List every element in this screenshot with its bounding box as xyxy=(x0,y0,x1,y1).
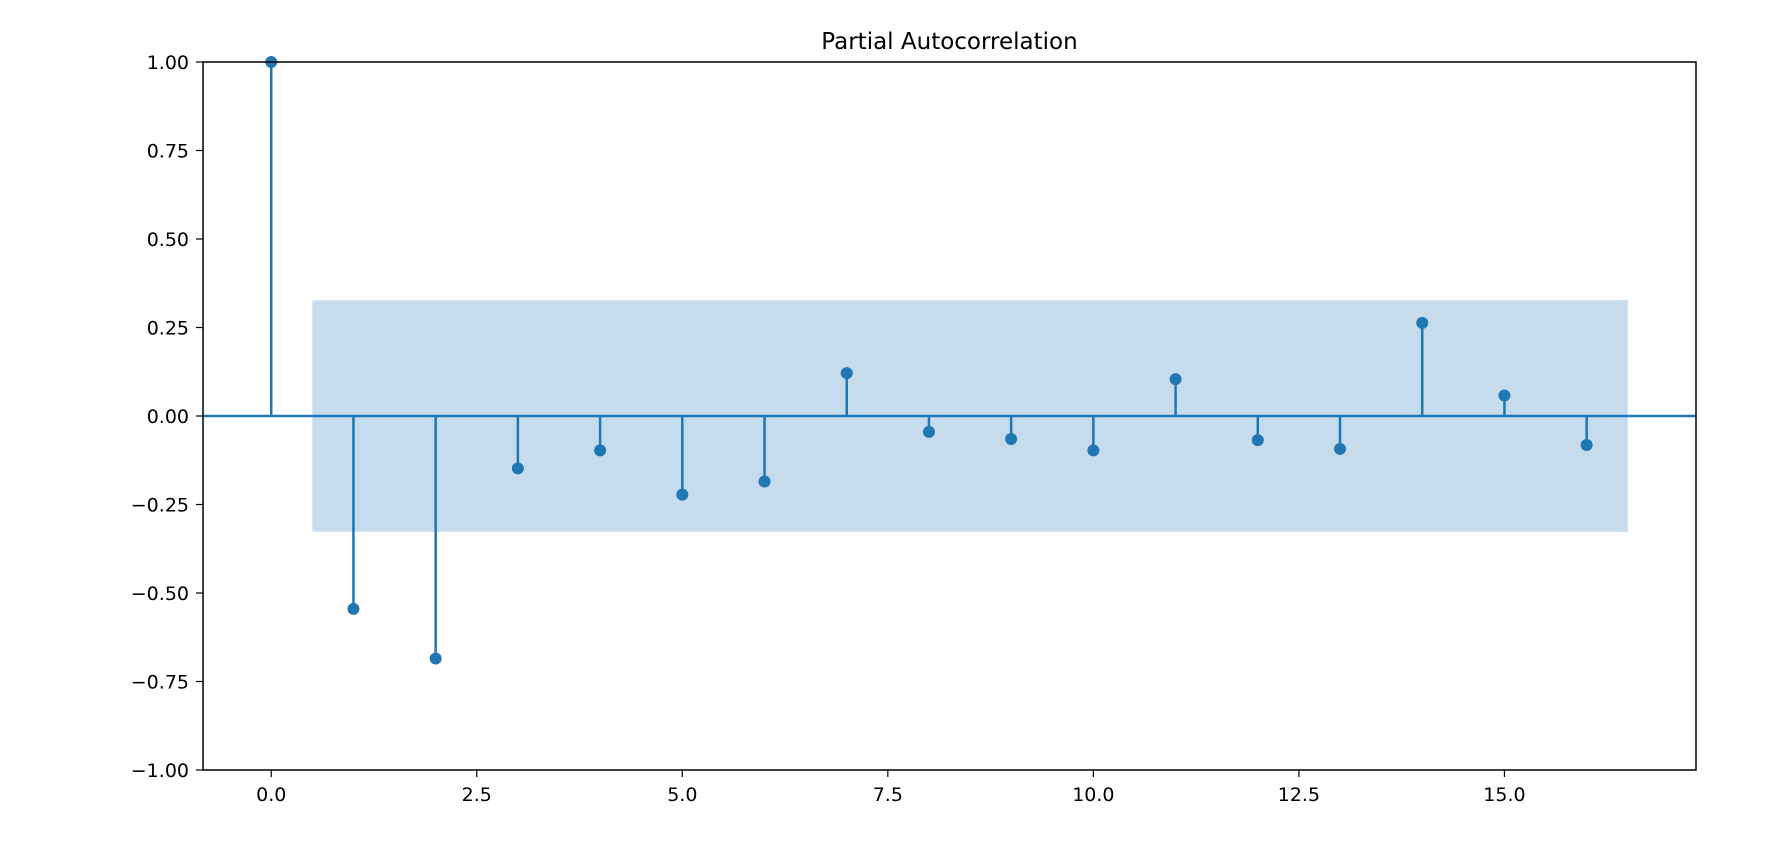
x-tick-label: 10.0 xyxy=(1072,784,1114,806)
x-tick-label: 5.0 xyxy=(667,784,697,806)
stem-marker-lag-14 xyxy=(1416,316,1429,329)
stem-marker-lag-13 xyxy=(1334,442,1347,455)
stem-marker-lag-16 xyxy=(1580,439,1593,452)
stem-marker-lag-1 xyxy=(347,602,360,615)
x-tick-label: 2.5 xyxy=(462,784,492,806)
y-tick-label: 0.50 xyxy=(147,229,189,251)
y-tick-label: 0.75 xyxy=(147,141,189,163)
stem-marker-lag-7 xyxy=(840,367,853,380)
chart-title: Partial Autocorrelation xyxy=(821,29,1077,55)
x-tick-label: 12.5 xyxy=(1278,784,1320,806)
y-tick-label: 0.00 xyxy=(147,406,189,428)
y-tick-label: −0.25 xyxy=(131,495,189,517)
stem-marker-lag-9 xyxy=(1005,433,1018,446)
stem-marker-lag-4 xyxy=(594,444,607,457)
stem-marker-lag-3 xyxy=(511,462,524,475)
stem-marker-lag-12 xyxy=(1251,434,1264,447)
stem-marker-lag-6 xyxy=(758,475,771,488)
stem-marker-lag-11 xyxy=(1169,373,1182,386)
x-tick-label: 15.0 xyxy=(1483,784,1525,806)
stem-marker-lag-10 xyxy=(1087,444,1100,457)
stem-marker-lag-8 xyxy=(922,425,935,438)
y-tick-label: 1.00 xyxy=(147,52,189,74)
y-tick-label: −1.00 xyxy=(131,760,189,782)
y-tick-label: −0.50 xyxy=(131,583,189,605)
y-tick-label: 0.25 xyxy=(147,318,189,340)
y-tick-label: −0.75 xyxy=(131,672,189,694)
x-tick-label: 0.0 xyxy=(256,784,286,806)
axes-layer: 0.0 2.5 5.0 7.5 10.0 12.5 15.0 1.00 0.75 0.50 0.25… xyxy=(131,52,1697,806)
x-tick-label: 7.5 xyxy=(873,784,903,806)
stem-marker-lag-15 xyxy=(1498,389,1511,402)
stem-marker-lag-2 xyxy=(429,652,442,665)
stem-marker-lag-5 xyxy=(676,488,689,501)
